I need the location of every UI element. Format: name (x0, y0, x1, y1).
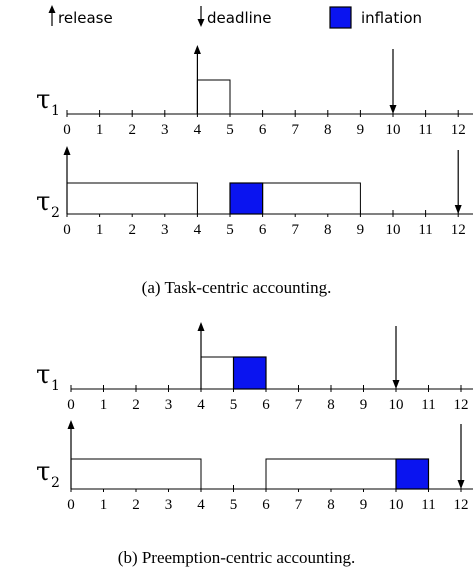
task-subscript: 2 (51, 205, 60, 221)
deadline-arrowhead-icon (389, 105, 397, 114)
legend-release-label: release (58, 9, 113, 27)
tick-label: 5 (226, 222, 234, 238)
tick-label: 11 (421, 497, 435, 513)
tick-label: 8 (327, 497, 335, 513)
task-subscript: 2 (51, 475, 60, 491)
panel-b: τ 1 0 1 2 3 4 5 6 7 8 9 10 11 12 τ 2 0 1 2 3 4 5 6 7 8 9 10 11 1… (36, 322, 473, 567)
task-symbol: τ (36, 85, 50, 115)
tick-label: 2 (128, 222, 136, 238)
tick-label: 0 (67, 397, 75, 413)
release-arrowhead-icon (63, 146, 71, 155)
tick-label: 10 (386, 222, 401, 238)
panel-a: τ 1 0 1 2 3 4 5 6 7 8 9 10 11 12 τ 2 0 1 2 3 4 5 6 7 8 9 10 11 1… (36, 45, 473, 297)
tick-label: 12 (454, 397, 469, 413)
deadline-arrowhead-icon (454, 205, 462, 214)
legend-inflation-label: inflation (361, 9, 422, 27)
tick-label: 6 (262, 497, 270, 513)
task-row-a-1: τ 1 0 1 2 3 4 5 6 7 8 9 10 11 12 (36, 45, 473, 138)
release-arrowhead-icon (67, 420, 75, 429)
deadline-arrowhead-icon (392, 380, 400, 389)
tick-label: 11 (421, 397, 435, 413)
legend: release deadline inflation (48, 5, 422, 29)
tick-label: 12 (454, 497, 469, 513)
tick-label: 2 (132, 497, 140, 513)
task-row-a-2: τ 2 0 1 2 3 4 5 6 7 8 9 10 11 12 (36, 146, 473, 238)
tick-label: 8 (324, 222, 332, 238)
tick-label: 0 (63, 222, 71, 238)
release-arrowhead-icon (197, 322, 205, 331)
legend-deadline-label: deadline (207, 9, 272, 27)
inflation-block (395, 458, 430, 490)
tick-label: 6 (262, 397, 270, 413)
panel-caption: (a) Task-centric accounting. (142, 278, 332, 297)
tick-label: 3 (165, 397, 173, 413)
tick-label: 10 (386, 122, 401, 138)
inflation-block (232, 356, 267, 390)
release-arrowhead-icon (193, 45, 201, 54)
timeline-a-1: 0 1 2 3 4 5 6 7 8 9 10 11 12 (63, 45, 473, 138)
execution-block (70, 458, 202, 490)
tick-label: 6 (259, 222, 267, 238)
execution-block (265, 458, 397, 490)
tick-label: 5 (230, 497, 238, 513)
tick-label: 7 (295, 397, 303, 413)
tick-label: 6 (259, 122, 267, 138)
tick-label: 2 (132, 397, 140, 413)
task-symbol: τ (36, 360, 50, 390)
tick-label: 2 (128, 122, 136, 138)
tick-label: 7 (291, 222, 299, 238)
deadline-arrowhead-icon (457, 480, 465, 489)
execution-block (262, 182, 361, 215)
tick-label: 7 (295, 497, 303, 513)
tick-label: 7 (291, 122, 299, 138)
task-symbol: τ (36, 187, 50, 217)
tick-label: 9 (360, 497, 368, 513)
panel-caption: (b) Preemption-centric accounting. (118, 548, 355, 567)
tick-label: 12 (451, 122, 466, 138)
tick-label: 12 (451, 222, 466, 238)
inflation-swatch (329, 6, 352, 29)
tick-label: 4 (194, 122, 202, 138)
task-row-b-1: τ 1 0 1 2 3 4 5 6 7 8 9 10 11 12 (36, 322, 473, 413)
tick-label: 8 (327, 397, 335, 413)
deadline-arrow-icon (197, 6, 205, 27)
release-arrow-icon (48, 5, 56, 26)
inflation-block (229, 182, 264, 215)
tick-label: 11 (418, 222, 432, 238)
tick-label: 5 (226, 122, 234, 138)
tick-label: 1 (96, 222, 104, 238)
tick-label: 9 (360, 397, 368, 413)
tick-label: 4 (197, 397, 205, 413)
timeline-b-2: 0 1 2 3 4 5 6 7 8 9 10 11 12 (67, 420, 473, 513)
execution-block (66, 182, 198, 215)
tick-label: 0 (67, 497, 75, 513)
execution-block (200, 356, 234, 390)
execution-block (196, 79, 231, 115)
task-symbol: τ (36, 457, 50, 487)
tick-label: 4 (194, 222, 202, 238)
tick-label: 0 (63, 122, 71, 138)
task-subscript: 1 (51, 103, 60, 119)
tick-label: 9 (357, 222, 365, 238)
tick-label: 1 (96, 122, 104, 138)
tick-label: 4 (197, 497, 205, 513)
tick-label: 10 (389, 397, 404, 413)
tick-label: 3 (161, 222, 169, 238)
timeline-a-2: 0 1 2 3 4 5 6 7 8 9 10 11 12 (63, 146, 473, 238)
tick-label: 8 (324, 122, 332, 138)
tick-label: 9 (357, 122, 365, 138)
tick-label: 11 (418, 122, 432, 138)
tick-label: 1 (100, 497, 108, 513)
tick-label: 5 (230, 397, 238, 413)
tick-label: 3 (165, 497, 173, 513)
task-row-b-2: τ 2 0 1 2 3 4 5 6 7 8 9 10 11 12 (36, 420, 473, 513)
task-subscript: 1 (51, 378, 60, 394)
tick-label: 3 (161, 122, 169, 138)
tick-label: 1 (100, 397, 108, 413)
timeline-b-1: 0 1 2 3 4 5 6 7 8 9 10 11 12 (67, 322, 473, 413)
tick-label: 10 (389, 497, 404, 513)
